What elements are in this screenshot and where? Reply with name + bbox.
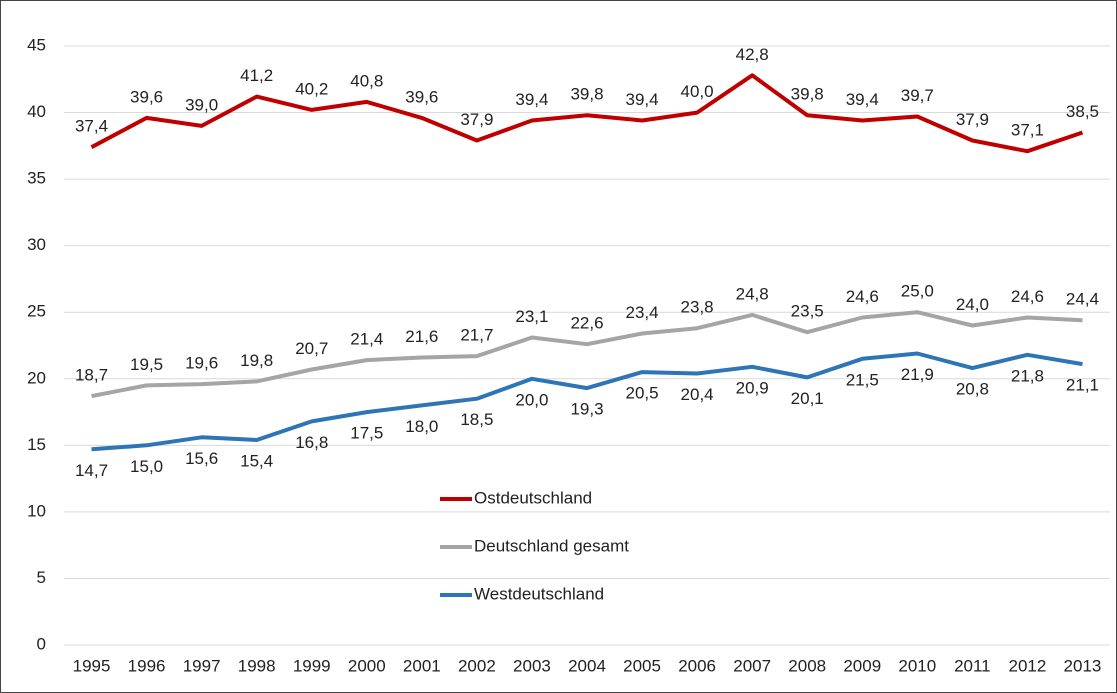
y-tick-label: 5 xyxy=(37,568,46,587)
data-label: 42,8 xyxy=(736,45,769,64)
data-label: 16,8 xyxy=(295,433,328,452)
y-tick-label: 0 xyxy=(37,634,46,653)
data-label: 24,6 xyxy=(1011,287,1044,306)
x-tick-label: 2004 xyxy=(568,656,606,675)
data-label: 21,1 xyxy=(1066,376,1099,395)
data-label: 19,5 xyxy=(130,355,163,374)
data-label: 15,6 xyxy=(185,449,218,468)
data-label: 20,1 xyxy=(791,389,824,408)
data-label: 21,9 xyxy=(901,365,934,384)
data-label: 41,2 xyxy=(240,66,273,85)
data-label: 20,7 xyxy=(295,339,328,358)
data-label: 18,0 xyxy=(405,417,438,436)
data-label: 37,1 xyxy=(1011,121,1044,140)
data-label: 21,7 xyxy=(460,326,493,345)
data-label: 39,8 xyxy=(570,85,603,104)
x-tick-label: 2010 xyxy=(898,656,936,675)
data-label: 20,0 xyxy=(515,390,548,409)
data-label: 21,5 xyxy=(846,370,879,389)
data-label: 22,6 xyxy=(570,314,603,333)
data-label: 37,4 xyxy=(75,117,108,136)
data-label: 23,8 xyxy=(681,298,714,317)
data-label: 15,4 xyxy=(240,451,273,470)
data-label: 37,9 xyxy=(956,110,989,129)
data-label: 20,8 xyxy=(956,380,989,399)
data-label: 38,5 xyxy=(1066,102,1099,121)
data-label: 39,8 xyxy=(791,85,824,104)
data-label: 21,8 xyxy=(1011,366,1044,385)
x-tick-label: 2005 xyxy=(623,656,661,675)
x-tick-label: 2007 xyxy=(733,656,771,675)
series-line xyxy=(90,73,1084,154)
y-tick-label: 40 xyxy=(27,102,46,121)
data-label: 23,4 xyxy=(626,303,659,322)
data-label: 39,4 xyxy=(846,90,879,109)
data-label: 19,3 xyxy=(570,400,603,419)
series-line xyxy=(91,351,1083,452)
data-label: 24,8 xyxy=(736,284,769,303)
legend-label: Westdeutschland xyxy=(474,584,604,603)
x-tick-label: 2006 xyxy=(678,656,716,675)
data-label: 40,0 xyxy=(681,82,714,101)
data-label: 15,0 xyxy=(130,457,163,476)
x-tick-label: 2002 xyxy=(458,656,496,675)
data-label: 19,8 xyxy=(240,351,273,370)
data-label: 17,5 xyxy=(350,424,383,443)
data-label: 21,4 xyxy=(350,330,383,349)
y-tick-label: 20 xyxy=(27,368,46,387)
data-label: 39,4 xyxy=(626,90,659,109)
data-label: 39,6 xyxy=(130,87,163,106)
data-label: 39,6 xyxy=(405,87,438,106)
data-label: 40,2 xyxy=(295,79,328,98)
y-tick-label: 10 xyxy=(27,501,46,520)
data-label: 25,0 xyxy=(901,282,934,301)
x-tick-label: 2001 xyxy=(403,656,441,675)
x-tick-label: 1995 xyxy=(73,656,111,675)
series-line xyxy=(91,310,1083,399)
legend-label: Deutschland gesamt xyxy=(474,536,629,555)
data-label: 24,4 xyxy=(1066,290,1099,309)
data-label: 18,7 xyxy=(75,366,108,385)
data-label: 20,4 xyxy=(681,385,714,404)
data-label: 23,1 xyxy=(515,307,548,326)
x-tick-label: 2011 xyxy=(954,656,991,675)
data-label: 39,7 xyxy=(901,86,934,105)
y-tick-label: 30 xyxy=(27,235,46,254)
y-tick-label: 15 xyxy=(27,435,46,454)
x-tick-label: 2000 xyxy=(348,656,386,675)
data-label: 19,6 xyxy=(185,354,218,373)
data-label: 24,0 xyxy=(956,295,989,314)
x-tick-label: 2013 xyxy=(1064,656,1102,675)
data-label: 40,8 xyxy=(350,71,383,90)
data-label: 14,7 xyxy=(75,461,108,480)
y-tick-label: 35 xyxy=(27,169,46,188)
y-tick-label: 45 xyxy=(27,35,46,54)
x-tick-label: 2012 xyxy=(1009,656,1047,675)
data-label: 21,6 xyxy=(405,327,438,346)
x-tick-label: 1996 xyxy=(128,656,166,675)
x-tick-label: 1997 xyxy=(183,656,221,675)
data-label: 20,5 xyxy=(626,384,659,403)
x-tick-label: 2003 xyxy=(513,656,551,675)
data-label: 39,4 xyxy=(515,90,548,109)
data-label: 20,9 xyxy=(736,378,769,397)
data-label: 37,9 xyxy=(460,110,493,129)
x-tick-label: 1999 xyxy=(293,656,331,675)
legend-label: Ostdeutschland xyxy=(474,488,592,507)
data-label: 23,5 xyxy=(791,302,824,321)
x-tick-label: 2008 xyxy=(788,656,826,675)
data-label: 24,6 xyxy=(846,287,879,306)
x-tick-label: 1998 xyxy=(238,656,276,675)
data-label: 18,5 xyxy=(460,410,493,429)
data-label: 39,0 xyxy=(185,95,218,114)
x-tick-label: 2009 xyxy=(843,656,881,675)
y-tick-label: 25 xyxy=(27,302,46,321)
